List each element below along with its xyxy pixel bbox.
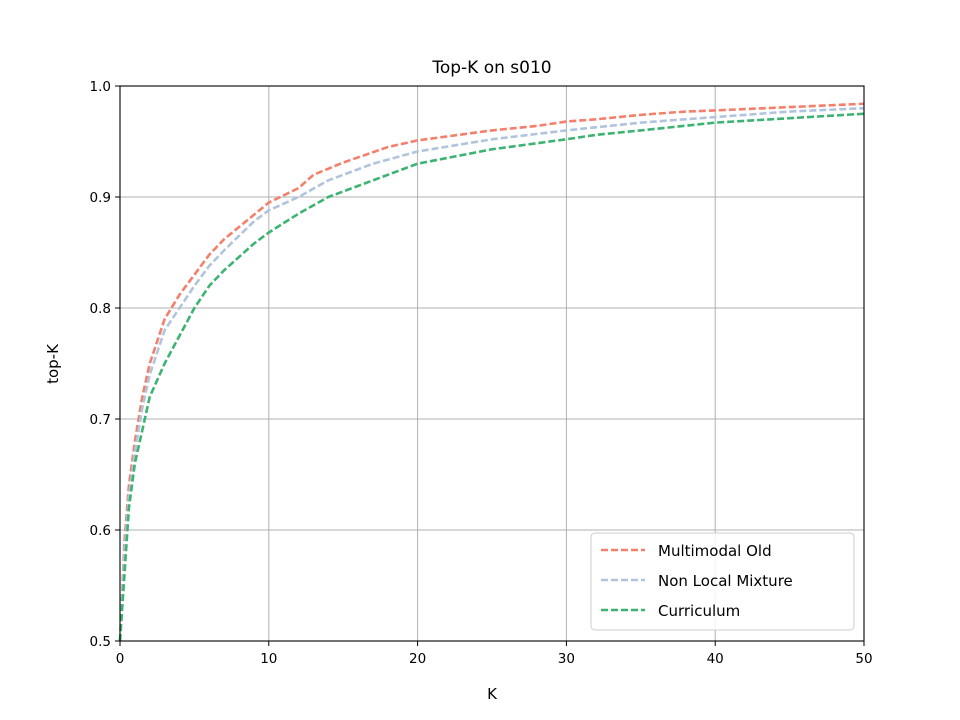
plot-area-frame	[119, 85, 865, 642]
chart-title: Top-K on s010	[431, 58, 551, 78]
y-tick-label: 1.0	[90, 79, 111, 95]
y-tick-label: 0.8	[90, 301, 111, 317]
x-tick-label: 10	[260, 651, 277, 667]
y-tick-label: 0.7	[90, 412, 111, 428]
legend: Multimodal Old Non Local Mixture Curriculu…	[590, 532, 855, 631]
legend-label: Non Local Mixture	[658, 572, 793, 590]
x-axis-ticks: 0 10 20 30 40 50	[116, 641, 873, 667]
legend-item-curriculum: Curriculum	[601, 602, 740, 620]
y-tick-label: 0.9	[90, 190, 111, 206]
series-line-curriculum	[118, 112, 865, 642]
series-lines	[118, 102, 865, 642]
y-axis-ticks: 0.5 0.6 0.7 0.8 0.9 1.0	[90, 79, 120, 650]
y-tick-label: 0.6	[90, 523, 111, 539]
y-tick-label: 0.5	[90, 634, 111, 650]
x-tick-label: 30	[558, 651, 575, 667]
x-tick-label: 0	[116, 651, 125, 667]
series-line-non-local-mixture	[118, 106, 865, 642]
legend-item-multimodal-old: Multimodal Old	[601, 542, 772, 560]
legend-label: Multimodal Old	[658, 542, 772, 560]
legend-label: Curriculum	[658, 602, 740, 620]
x-axis-label: K	[487, 685, 498, 703]
y-axis-label: top-K	[44, 343, 62, 384]
x-tick-label: 40	[707, 651, 724, 667]
series-line-multimodal-old	[118, 102, 865, 642]
legend-item-non-local-mixture: Non Local Mixture	[601, 572, 793, 590]
x-tick-label: 50	[855, 651, 872, 667]
legend-box	[590, 532, 855, 631]
x-tick-label: 20	[409, 651, 426, 667]
